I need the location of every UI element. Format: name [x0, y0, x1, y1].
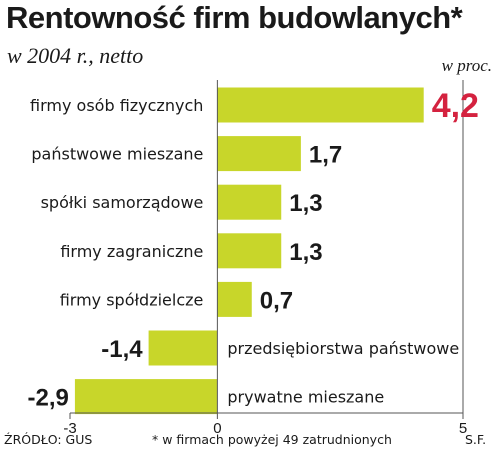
category-label: firmy zagraniczne	[60, 242, 203, 261]
bar	[217, 136, 301, 172]
bar	[74, 379, 218, 415]
author-credit: S.F.	[465, 432, 487, 447]
bar	[217, 281, 252, 317]
chart-title: Rentowność firm budowlanych*	[6, 0, 463, 35]
x-tick-label: 5	[459, 420, 467, 437]
labels-layer: firmy osób fizycznych 4,2 państwowe miesza…	[28, 87, 479, 412]
value-label: -1,4	[101, 336, 143, 363]
axis-layer: -3 0 5	[63, 80, 467, 437]
source-note: ŹRÓDŁO: GUS	[4, 432, 93, 447]
bar	[217, 87, 424, 123]
category-label: firmy osób fizycznych	[30, 96, 203, 115]
value-label: 1,3	[289, 239, 322, 266]
category-label: firmy spółdzielcze	[60, 290, 204, 309]
value-label: 1,7	[309, 142, 342, 169]
bar	[217, 233, 282, 269]
category-label: państwowe mieszane	[31, 145, 203, 164]
value-label: -2,9	[28, 385, 69, 412]
value-label: 0,7	[260, 287, 293, 314]
chart-subtitle: w 2004 r., netto	[7, 43, 144, 68]
x-tick-label: 0	[213, 420, 221, 437]
unit-label: w proc.	[441, 56, 492, 75]
bars-layer	[74, 87, 424, 415]
category-label: przedsiębiorstwa państwowe	[227, 339, 459, 358]
x-tick-label: -3	[63, 420, 76, 437]
category-label: spółki samorządowe	[41, 193, 204, 212]
category-label: prywatne mieszane	[227, 388, 384, 407]
value-label: 4,2	[432, 87, 479, 125]
bar	[148, 330, 218, 366]
footnote: * w firmach powyżej 49 zatrudnionych	[152, 432, 392, 447]
bar	[217, 184, 282, 220]
value-label: 1,3	[289, 190, 322, 217]
